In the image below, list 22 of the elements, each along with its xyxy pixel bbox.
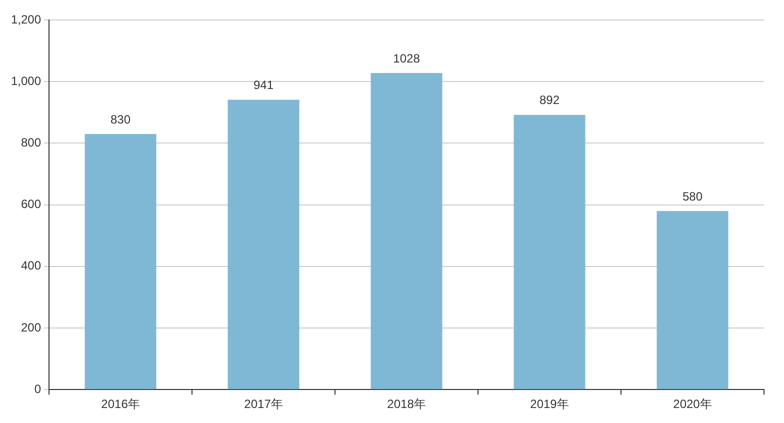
y-tick-label: 200 — [21, 320, 42, 334]
x-tick-label: 2020年 — [673, 397, 712, 412]
bar — [84, 134, 156, 390]
bar — [370, 72, 442, 390]
x-tick-label: 2018年 — [387, 397, 426, 412]
y-tick-label: 400 — [21, 258, 42, 273]
data-label: 892 — [539, 93, 560, 108]
y-tick-label: 1,200 — [11, 12, 42, 26]
y-tick-label: 0 — [34, 382, 42, 396]
data-label: 941 — [254, 78, 274, 92]
x-tick-label: 2017年 — [244, 397, 283, 412]
data-label: 1028 — [393, 51, 420, 66]
bar — [228, 100, 300, 390]
y-tick-label: 1,000 — [11, 74, 42, 88]
bar — [656, 210, 728, 390]
x-tick-label: 2019年 — [530, 397, 569, 412]
y-tick-label: 800 — [21, 136, 42, 150]
data-label: 830 — [110, 112, 131, 126]
y-tick-label: 600 — [21, 197, 42, 212]
x-tick-label: 2016年 — [101, 397, 140, 412]
bar — [514, 114, 586, 390]
data-label: 580 — [682, 189, 703, 204]
